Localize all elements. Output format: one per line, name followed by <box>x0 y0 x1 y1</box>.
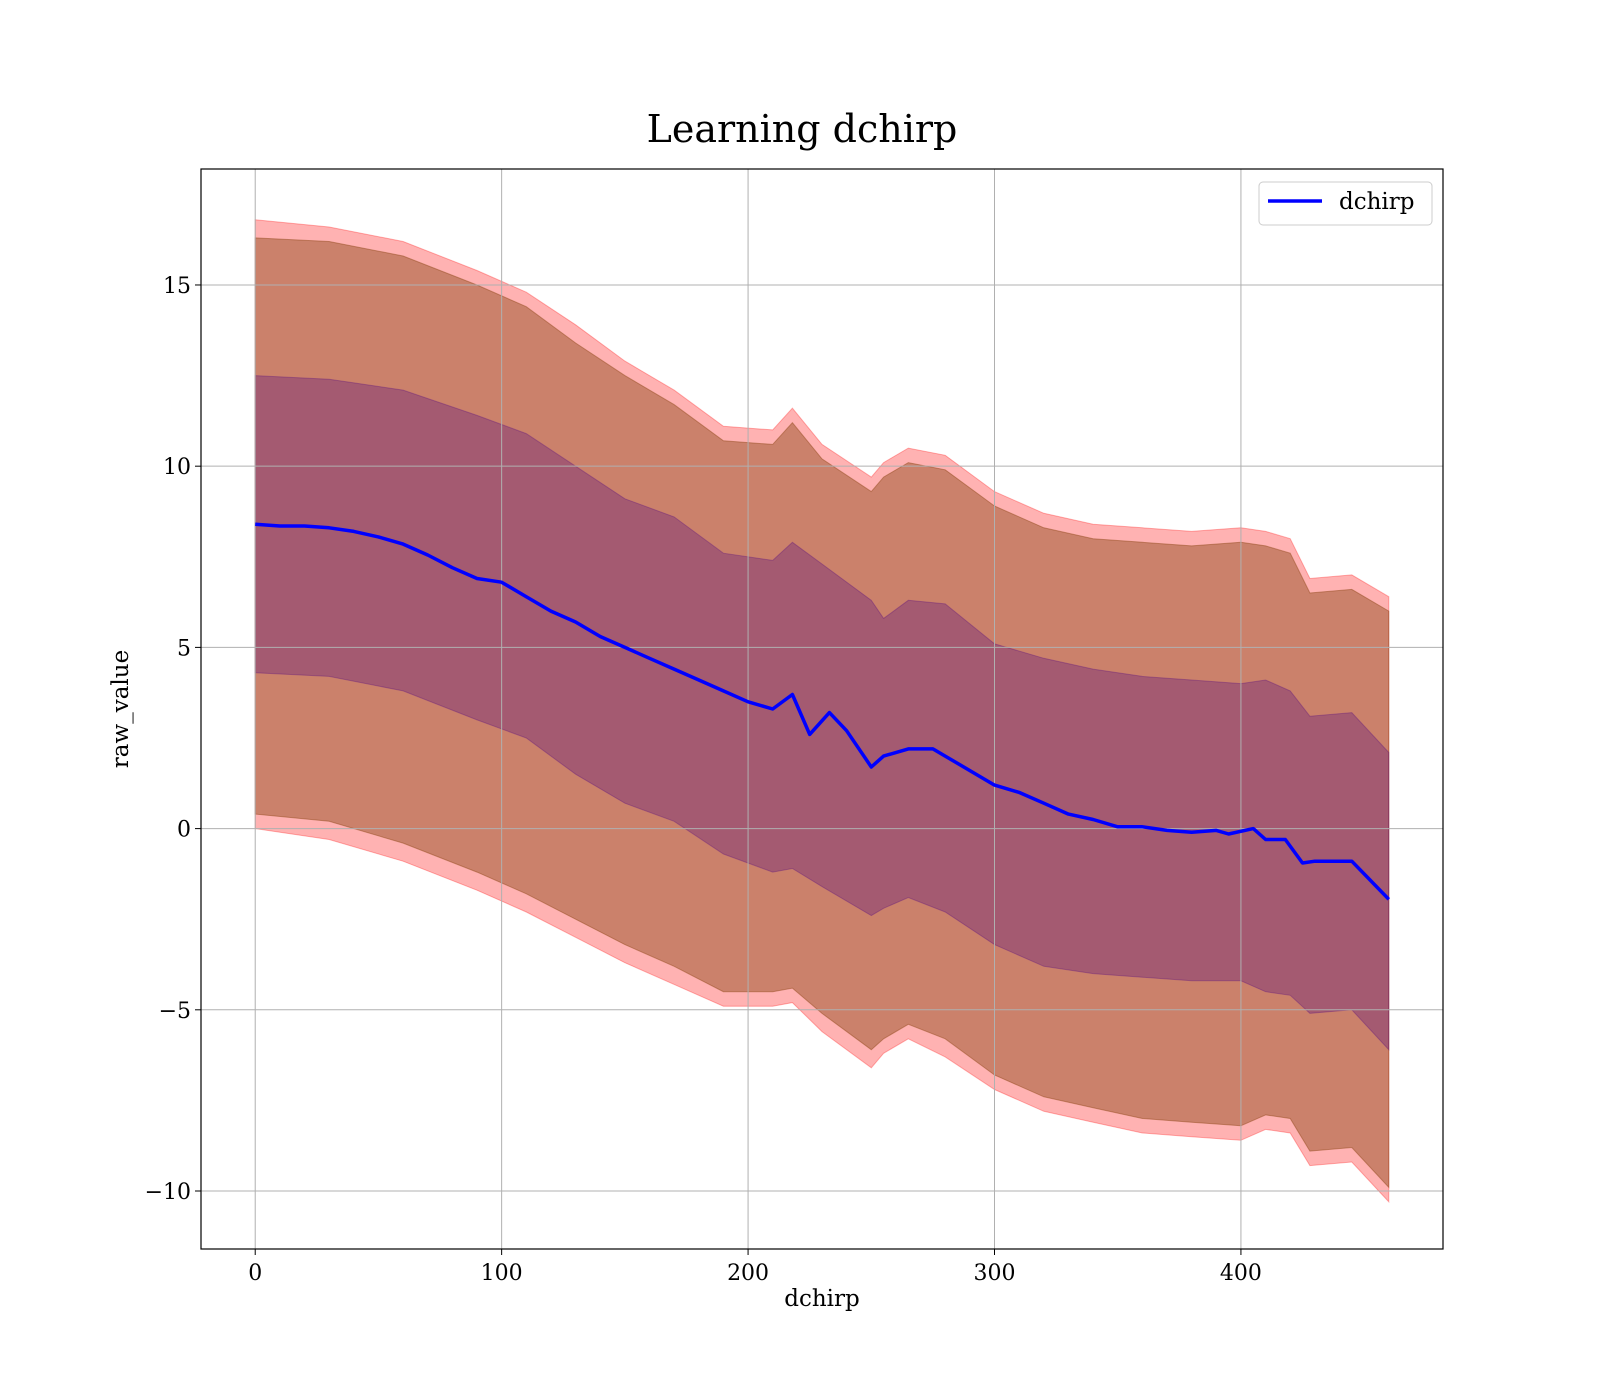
y-tick-label: 0 <box>177 818 191 843</box>
series-line-0 <box>255 522 1391 901</box>
grid-lines <box>201 169 1443 1249</box>
y-tick-label: 5 <box>177 636 191 661</box>
y-tick-label: 15 <box>163 274 191 299</box>
series-lines <box>255 522 1391 901</box>
chart-title: Learning dchirp <box>647 107 958 151</box>
x-tick-label: 0 <box>248 1261 262 1286</box>
x-axis-ticks: 0 100 200 300 400 <box>248 1249 1262 1286</box>
legend: dchirp <box>1258 181 1433 226</box>
y-tick-label: −10 <box>145 1180 191 1205</box>
y-tick-label: −5 <box>159 999 191 1024</box>
x-axis-title: dchirp <box>784 1286 860 1312</box>
x-tick-label: 100 <box>481 1261 523 1286</box>
y-axis-ticks: −10 −5 0 5 10 15 <box>145 274 201 1205</box>
legend-box <box>1258 181 1433 226</box>
plot-frame <box>200 168 1444 1250</box>
x-tick-label: 300 <box>974 1261 1016 1286</box>
legend-label: dchirp <box>1339 189 1415 215</box>
confidence-bands <box>254 219 1390 1204</box>
x-tick-label: 200 <box>727 1261 769 1286</box>
confidence-band-2 <box>254 375 1390 1051</box>
plot-area <box>200 168 1444 1250</box>
y-axis-title: raw_value <box>108 650 134 768</box>
y-tick-label: 10 <box>163 455 191 480</box>
confidence-band-1 <box>254 237 1390 1189</box>
x-tick-label: 400 <box>1220 1261 1262 1286</box>
confidence-band-0 <box>254 219 1390 1204</box>
